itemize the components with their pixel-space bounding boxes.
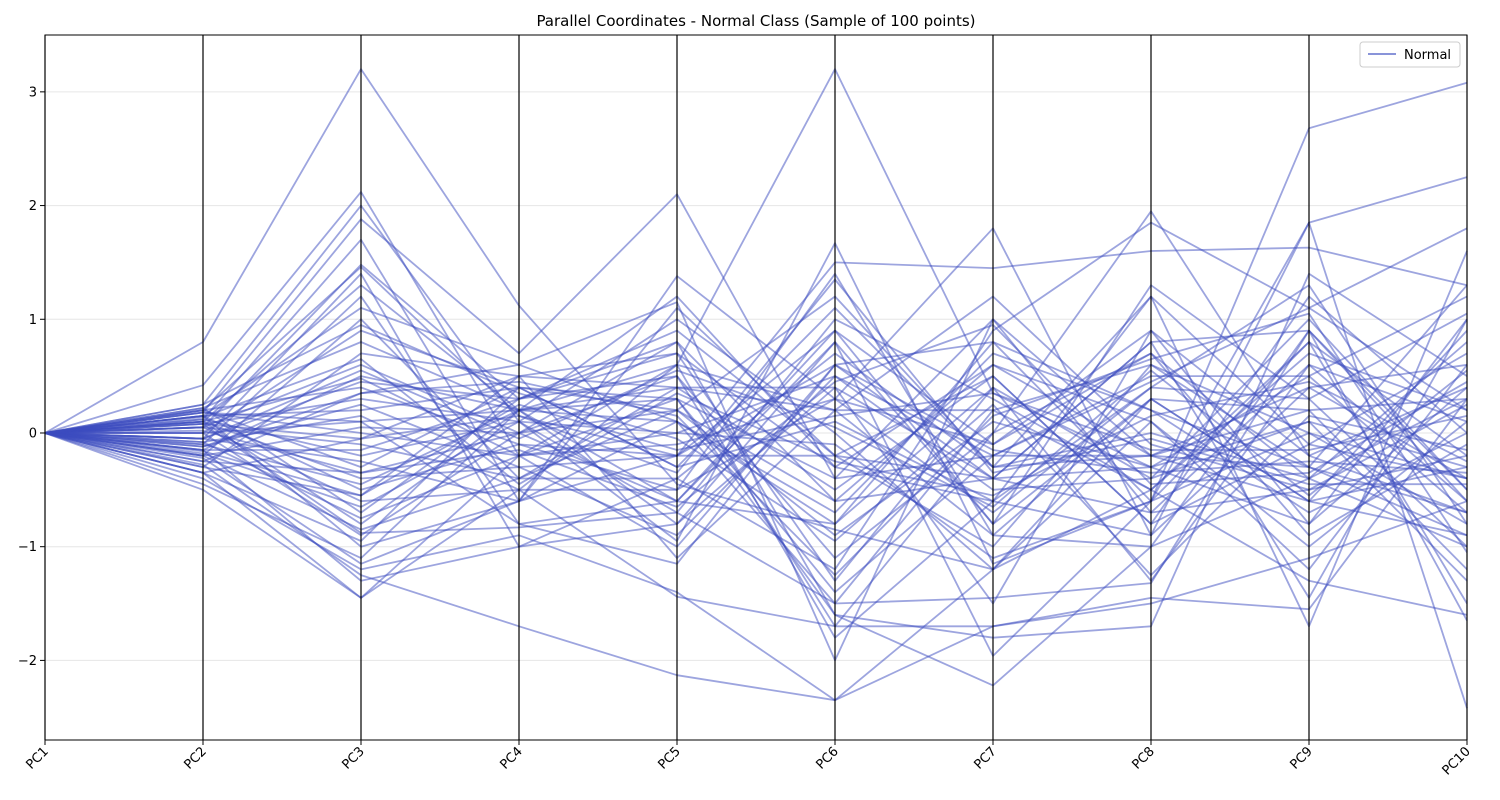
series-line-normal — [44, 306, 1468, 599]
series-line-normal — [44, 352, 1468, 548]
x-tick-label-pc8: PC8 — [1129, 744, 1157, 772]
series-line-normal — [44, 324, 1468, 508]
x-tick-label-pc2: PC2 — [181, 744, 209, 772]
category-axes — [44, 35, 1468, 740]
series-line-normal — [44, 392, 1468, 497]
chart-title: Parallel Coordinates - Normal Class (Sam… — [536, 12, 975, 30]
legend-box — [1359, 41, 1461, 68]
y-tick-label: −2 — [18, 654, 37, 669]
plot-frame — [44, 34, 1468, 741]
x-tick-label-pc1: PC1 — [23, 744, 51, 772]
series-line-normal — [44, 329, 1468, 622]
y-tick-label: 3 — [29, 85, 37, 100]
x-tick-label-pc10: PC10 — [1440, 744, 1474, 778]
series-line-normal — [44, 432, 1468, 702]
y-tick-label: 2 — [29, 199, 37, 214]
x-tick-label-pc5: PC5 — [655, 744, 683, 772]
x-axis-ticks: PC1 PC2 PC3 PC4 PC5 PC6 PC7 PC8 PC9 PC10 — [23, 740, 1474, 778]
x-tick-label-pc4: PC4 — [497, 744, 525, 772]
series-line-normal — [44, 176, 1468, 537]
y-tick-label: −1 — [18, 540, 37, 555]
x-tick-label-pc7: PC7 — [971, 744, 999, 772]
series-line-normal — [44, 363, 1468, 565]
x-tick-label-pc3: PC3 — [339, 744, 367, 772]
legend: Normal — [1359, 41, 1461, 68]
series-lines — [44, 68, 1468, 709]
series-line-normal — [44, 358, 1468, 497]
series-line-normal — [44, 369, 1468, 508]
series-line-normal — [44, 81, 1468, 565]
series-line-normal — [44, 312, 1468, 576]
series-line-normal — [44, 246, 1468, 457]
x-tick-label-pc9: PC9 — [1287, 744, 1315, 772]
series-line-normal — [44, 398, 1468, 628]
series-line-normal — [44, 295, 1468, 542]
y-tick-label: 1 — [29, 313, 37, 328]
series-line-normal — [44, 324, 1468, 576]
y-axis-ticks: −2 −1 0 1 2 3 — [18, 85, 45, 669]
x-tick-label-pc6: PC6 — [813, 744, 841, 772]
series-line-normal — [44, 221, 1468, 571]
series-line-normal — [44, 432, 1468, 702]
series-line-normal — [44, 193, 1468, 480]
y-tick-label: 0 — [29, 426, 37, 441]
series-line-normal — [44, 278, 1467, 486]
legend-label-normal: Normal — [1404, 48, 1451, 63]
series-line-normal — [44, 397, 1468, 687]
